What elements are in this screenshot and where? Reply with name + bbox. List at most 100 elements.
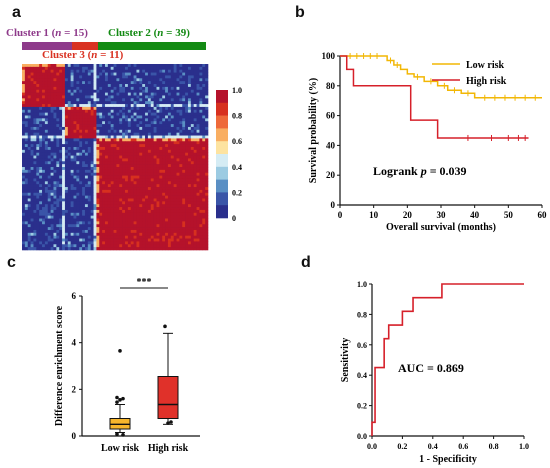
- heatmap-cell: [147, 204, 152, 208]
- heatmap-cell: [190, 247, 194, 251]
- heatmap-cell: [145, 247, 149, 251]
- heatmap-cell: [130, 149, 134, 154]
- heatmap-cell: [36, 181, 40, 185]
- heatmap-cell: [122, 92, 126, 96]
- heatmap-cell: [47, 164, 51, 168]
- heatmap-cell: [147, 169, 152, 174]
- heatmap-cell: [30, 244, 34, 248]
- heatmap-cell: [73, 198, 77, 202]
- heatmap-cell: [205, 189, 209, 194]
- heatmap-cell: [84, 135, 89, 139]
- heatmap-cell: [99, 104, 103, 108]
- heatmap-cell: [190, 124, 194, 128]
- heatmap-cell: [182, 229, 186, 234]
- heatmap-cell: [130, 184, 134, 188]
- heatmap-cell: [179, 181, 183, 185]
- heatmap-cell: [113, 66, 117, 71]
- heatmap-cell: [102, 112, 106, 116]
- heatmap-cell: [87, 221, 91, 225]
- heatmap-cell: [196, 126, 200, 131]
- heatmap-cell: [165, 64, 169, 68]
- heatmap-cell: [179, 146, 183, 151]
- heatmap-cell: [39, 95, 43, 99]
- heatmap-cell: [173, 232, 177, 236]
- heatmap-cell: [90, 221, 94, 225]
- heatmap-cell: [153, 221, 157, 225]
- heatmap-cell: [205, 218, 209, 222]
- heatmap-cell: [67, 178, 71, 182]
- heatmap-cell: [167, 84, 172, 88]
- heatmap-cell: [116, 109, 120, 113]
- b-y-tick-label: 0: [331, 200, 336, 210]
- heatmap-cell: [50, 106, 54, 111]
- heatmap-cell: [50, 169, 54, 174]
- heatmap-cell: [56, 72, 60, 76]
- heatmap-cell: [27, 132, 31, 136]
- heatmap-cell: [70, 161, 74, 165]
- heatmap-cell: [90, 69, 94, 73]
- heatmap-cell: [22, 232, 26, 236]
- heatmap-cell: [142, 115, 146, 119]
- heatmap-cell: [67, 207, 71, 211]
- heatmap-cell: [122, 78, 126, 82]
- heatmap-cell: [130, 75, 134, 79]
- heatmap-cell: [170, 164, 174, 168]
- heatmap-cell: [107, 69, 112, 73]
- heatmap-cell: [119, 144, 123, 148]
- heatmap-cell: [196, 235, 200, 239]
- heatmap-cell: [185, 66, 189, 71]
- heatmap-cell: [142, 209, 146, 214]
- heatmap-cell: [127, 95, 132, 99]
- heatmap-cell: [73, 64, 77, 68]
- heatmap-cell: [62, 155, 66, 159]
- heatmap-cell: [173, 78, 177, 82]
- heatmap-cell: [56, 218, 60, 222]
- heatmap-cell: [165, 72, 169, 76]
- heatmap-cell: [147, 149, 152, 154]
- heatmap-cell: [107, 167, 112, 171]
- heatmap-cell: [122, 181, 126, 185]
- heatmap-cell: [176, 144, 180, 148]
- heatmap-cell: [64, 89, 69, 93]
- heatmap-cell: [73, 167, 77, 171]
- heatmap-cell: [87, 238, 91, 242]
- heatmap-cell: [59, 138, 63, 142]
- heatmap-cell: [193, 209, 197, 214]
- heatmap-cell: [202, 207, 206, 211]
- heatmap-cell: [136, 238, 140, 242]
- heatmap-cell: [156, 224, 160, 228]
- heatmap-cell: [153, 95, 157, 99]
- heatmap-cell: [145, 175, 149, 179]
- heatmap-cell: [110, 164, 114, 168]
- heatmap-cell: [116, 158, 120, 162]
- heatmap-cell: [36, 141, 40, 145]
- heatmap-cell: [145, 212, 149, 216]
- heatmap-cell: [202, 215, 206, 219]
- heatmap-cell: [104, 104, 109, 108]
- heatmap-cell: [185, 235, 189, 239]
- heatmap-cell: [90, 247, 94, 251]
- heatmap-cell: [27, 66, 31, 71]
- heatmap-cell: [79, 235, 83, 239]
- heatmap-cell: [110, 115, 114, 119]
- heatmap-cell: [36, 175, 40, 179]
- heatmap-cell: [165, 215, 169, 219]
- heatmap-cell: [53, 218, 57, 222]
- heatmap-cell: [56, 215, 60, 219]
- heatmap-cell: [67, 144, 71, 148]
- low-risk-curve: [340, 55, 542, 99]
- heatmap-cell: [76, 84, 80, 88]
- heatmap-cell: [116, 167, 120, 171]
- heatmap-cell: [59, 244, 63, 248]
- heatmap-cell: [47, 224, 51, 228]
- heatmap-cell: [193, 221, 197, 225]
- heatmap-cell: [39, 167, 43, 171]
- heatmap-cell: [139, 115, 143, 119]
- heatmap-cell: [199, 201, 203, 205]
- heatmap-cell: [153, 118, 157, 122]
- heatmap-cell: [42, 212, 46, 216]
- heatmap-cell: [50, 112, 54, 116]
- heatmap-cell: [36, 247, 40, 251]
- heatmap-cell: [173, 235, 177, 239]
- heatmap-cell: [159, 215, 163, 219]
